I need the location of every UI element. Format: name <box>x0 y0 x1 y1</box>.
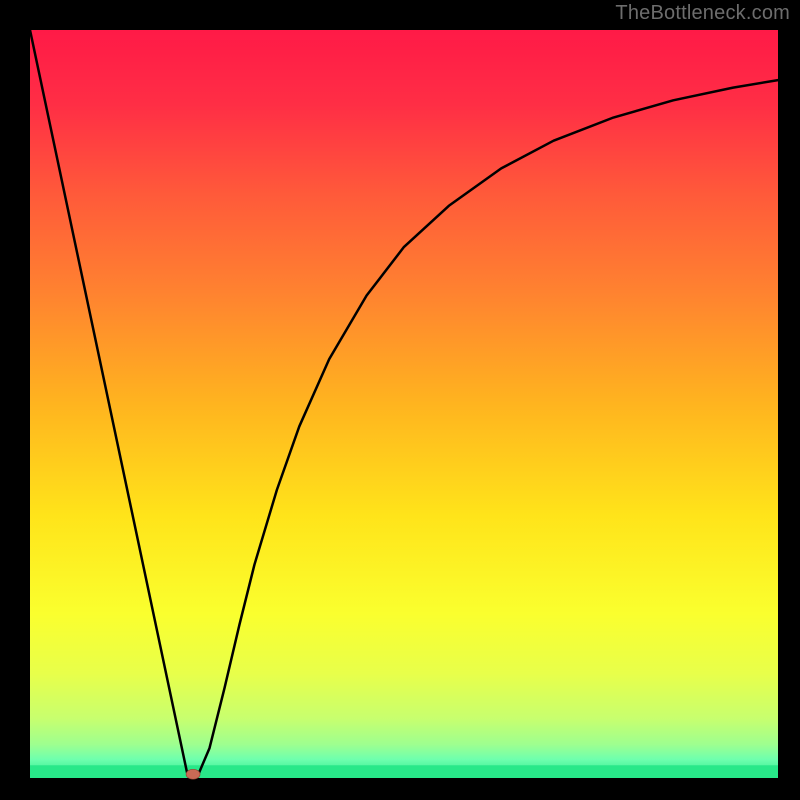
plot-background <box>30 30 778 778</box>
bottleneck-chart <box>0 0 800 800</box>
chart-frame: TheBottleneck.com <box>0 0 800 800</box>
bottom-band <box>30 765 778 778</box>
optimal-point-marker <box>186 769 200 779</box>
watermark-text: TheBottleneck.com <box>615 2 790 25</box>
